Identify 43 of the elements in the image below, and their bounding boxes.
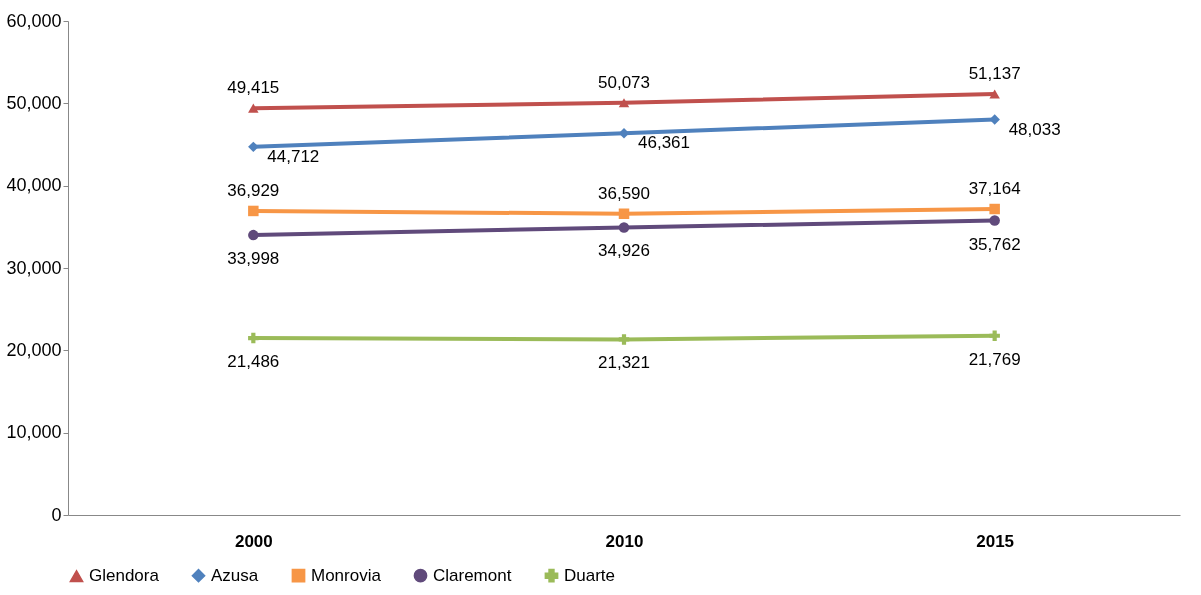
data-label: 34,926 (598, 241, 650, 261)
x-tick-label: 2000 (234, 531, 273, 551)
data-label: 46,361 (638, 133, 690, 153)
data-label: 21,321 (598, 353, 650, 373)
data-label: 33,998 (227, 249, 280, 269)
y-tick-label: 0 (51, 504, 62, 525)
point (248, 332, 259, 344)
data-label: 21,486 (227, 352, 280, 372)
data-label: 44,712 (267, 146, 320, 166)
data-label: 49,415 (227, 78, 280, 98)
legend-label: Glendora (89, 566, 160, 586)
point (248, 141, 259, 153)
point (618, 222, 630, 233)
point (248, 103, 259, 113)
data-label: 35,762 (968, 234, 1021, 254)
x-tick-label: 2015 (976, 531, 1015, 551)
x-tick-label: 2010 (605, 531, 644, 551)
y-tick-label: 10,000 (6, 422, 62, 443)
y-tick-label: 50,000 (6, 92, 62, 113)
legend-label: Claremont (433, 565, 512, 585)
data-label: 21,769 (968, 349, 1021, 369)
point (989, 89, 1000, 99)
point (618, 334, 630, 345)
y-tick-label: 20,000 (6, 339, 62, 360)
y-tick-label: 60,000 (6, 10, 62, 31)
data-label: 50,073 (598, 72, 650, 92)
legend-label: Azusa (211, 565, 259, 585)
data-label: 37,164 (968, 179, 1021, 199)
data-label: 36,929 (227, 180, 280, 200)
legend-label: Monrovia (311, 565, 382, 585)
y-tick-label: 40,000 (6, 175, 62, 196)
point (989, 203, 1000, 215)
point (989, 330, 1000, 342)
data-label: 48,033 (1008, 119, 1061, 139)
y-tick-label: 30,000 (6, 257, 62, 278)
data-label: 51,137 (968, 63, 1021, 83)
point (618, 208, 630, 219)
legend-label: Duarte (564, 565, 616, 585)
point (248, 229, 259, 241)
data-label: 36,590 (598, 183, 650, 203)
point (989, 215, 1000, 226)
point (248, 205, 259, 217)
point (618, 98, 630, 108)
